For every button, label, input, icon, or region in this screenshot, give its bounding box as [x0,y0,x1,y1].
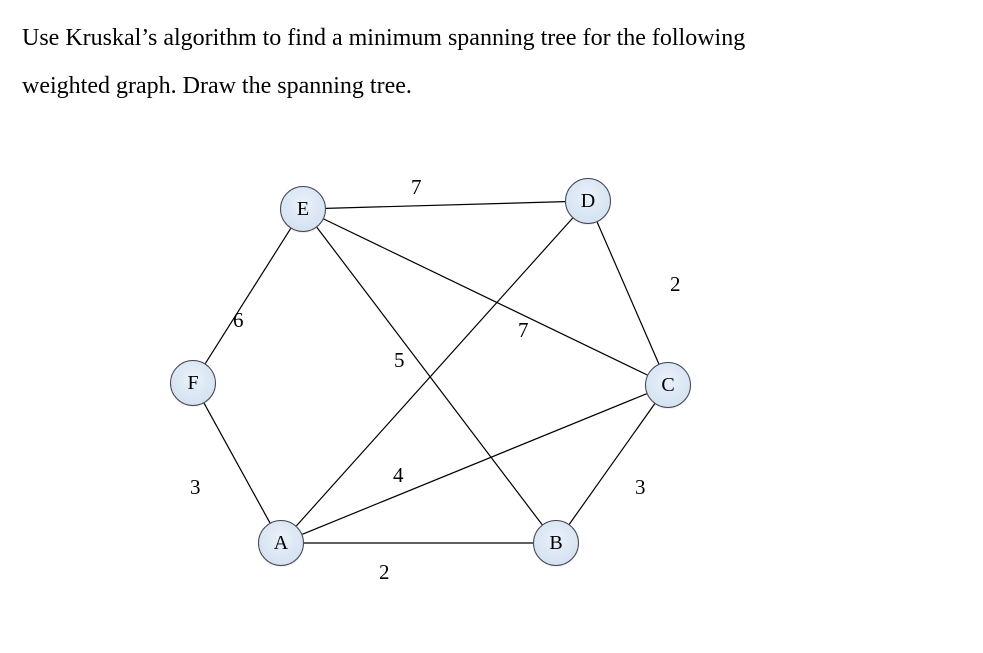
edge-weight-F-A: 3 [190,475,201,500]
edge-E-B [317,227,542,524]
edge-weight-D-A: 7 [518,318,529,343]
edges-layer [0,0,983,653]
node-A: A [258,520,304,566]
edge-F-A [204,403,270,523]
edge-weight-E-D: 7 [411,175,422,200]
edge-D-C [597,222,659,364]
edge-E-F [205,228,290,363]
edge-A-C [302,394,646,535]
node-E: E [280,186,326,232]
graph-figure: E D F C A B 7 2 6 7 5 4 3 3 2 [0,0,983,653]
edge-E-C [324,219,648,375]
edge-C-B [569,404,654,524]
node-F: F [170,360,216,406]
edge-weight-A-B: 2 [379,560,390,585]
edge-weight-C-B: 3 [635,475,646,500]
node-C: C [645,362,691,408]
edge-weight-E-C: 5 [394,348,405,373]
edge-weight-E-F: 6 [233,308,244,333]
node-D: D [565,178,611,224]
edge-weight-E-B: 4 [393,463,404,488]
node-B: B [533,520,579,566]
edge-weight-D-C: 2 [670,272,681,297]
edge-E-D [326,202,565,209]
